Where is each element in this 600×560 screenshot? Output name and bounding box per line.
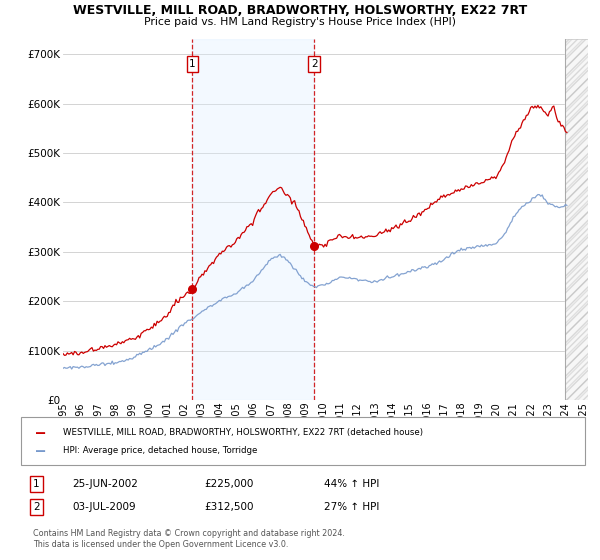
Bar [565,39,588,400]
Text: WESTVILLE, MILL ROAD, BRADWORTHY, HOLSWORTHY, EX22 7RT (detached house): WESTVILLE, MILL ROAD, BRADWORTHY, HOLSWO… [63,428,423,437]
Text: 25-JUN-2002: 25-JUN-2002 [72,479,138,489]
Text: —: — [36,425,45,440]
Text: 2: 2 [311,59,317,69]
Text: —: — [36,443,45,458]
Bar [193,39,314,400]
Text: 1: 1 [33,479,40,489]
Bar [565,39,588,400]
Bar [565,39,588,400]
Text: 27% ↑ HPI: 27% ↑ HPI [324,502,379,512]
Bar [565,39,588,400]
Text: WESTVILLE, MILL ROAD, BRADWORTHY, HOLSWORTHY, EX22 7RT: WESTVILLE, MILL ROAD, BRADWORTHY, HOLSWO… [73,4,527,17]
Text: 44% ↑ HPI: 44% ↑ HPI [324,479,379,489]
Text: HPI: Average price, detached house, Torridge: HPI: Average price, detached house, Torr… [63,446,257,455]
Text: £312,500: £312,500 [204,502,254,512]
Text: Contains HM Land Registry data © Crown copyright and database right 2024.
This d: Contains HM Land Registry data © Crown c… [33,529,345,549]
Text: 1: 1 [189,59,196,69]
Text: 03-JUL-2009: 03-JUL-2009 [72,502,136,512]
Text: 2: 2 [33,502,40,512]
Text: £225,000: £225,000 [204,479,253,489]
Text: Price paid vs. HM Land Registry's House Price Index (HPI): Price paid vs. HM Land Registry's House … [144,17,456,27]
